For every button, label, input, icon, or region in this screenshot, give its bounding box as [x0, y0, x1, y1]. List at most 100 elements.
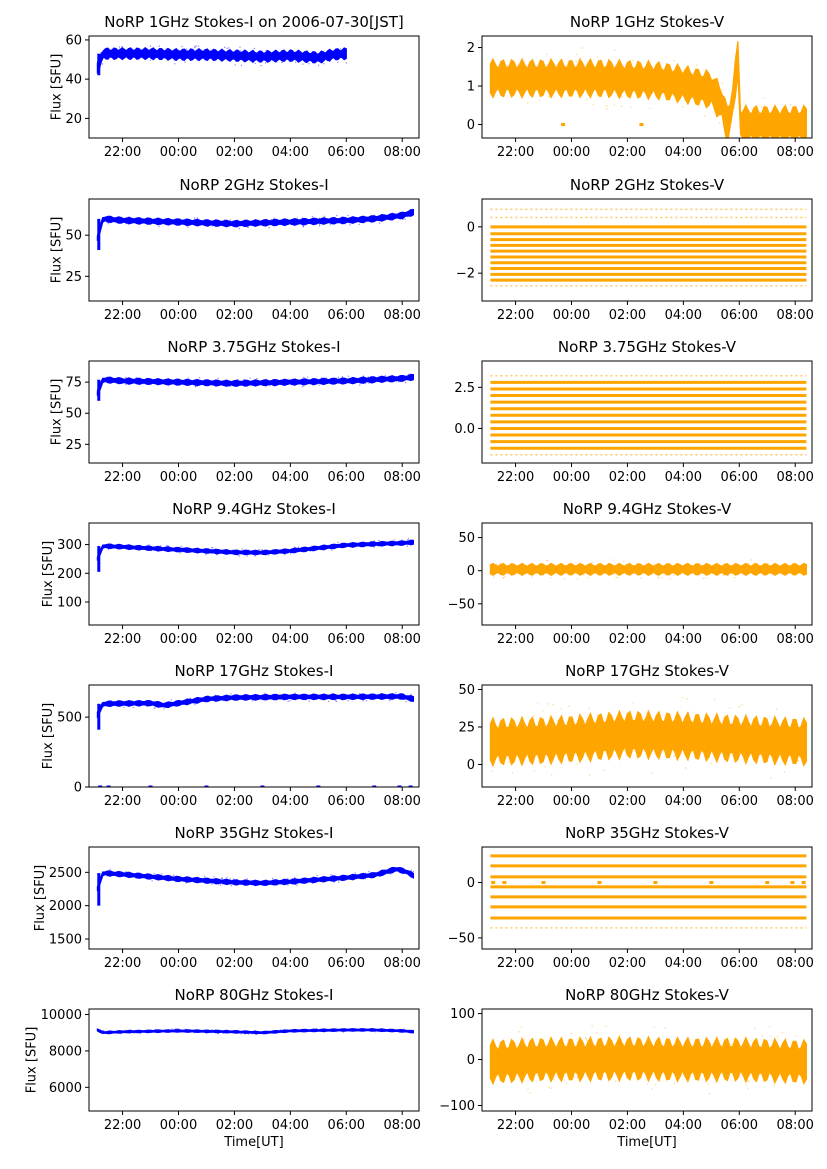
- data-point: [675, 719, 677, 721]
- data-point: [625, 82, 627, 85]
- data-point: [247, 226, 249, 228]
- x-tick-label: 02:00: [609, 308, 646, 323]
- data-point: [230, 693, 232, 695]
- data-point: [639, 74, 641, 77]
- data-point: [774, 563, 777, 565]
- data-point: [211, 1029, 214, 1032]
- data-point: [209, 552, 211, 554]
- axes-frame: [88, 360, 420, 464]
- data-point: [165, 381, 167, 383]
- data-point: [261, 549, 263, 551]
- data-point: [794, 1053, 796, 1056]
- data-point: [652, 563, 654, 565]
- data-point: [333, 881, 335, 883]
- data-point: [588, 707, 590, 710]
- data-point: [750, 559, 752, 561]
- data-point: [579, 66, 582, 68]
- plot-area: [96, 538, 414, 572]
- y-tick-label: 50: [65, 229, 82, 244]
- x-tick-label: 06:00: [328, 470, 365, 485]
- data-point: [606, 108, 608, 110]
- data-point: [792, 563, 794, 565]
- marker-point: [491, 880, 496, 884]
- data-point: [133, 548, 135, 550]
- data-point: [696, 572, 699, 574]
- data-point: [704, 74, 706, 76]
- data-point: [189, 56, 192, 59]
- data-point: [185, 882, 187, 884]
- x-tick-label: 00:00: [553, 632, 590, 647]
- data-point: [295, 1030, 298, 1032]
- marker-point: [709, 880, 714, 884]
- data-point: [158, 45, 160, 47]
- data-point: [398, 541, 400, 543]
- y-tick-label: −100: [439, 1099, 475, 1114]
- data-point: [294, 692, 296, 694]
- data-point: [135, 545, 138, 547]
- data-point: [328, 1030, 331, 1032]
- data-point: [256, 1031, 258, 1033]
- data-point: [267, 58, 269, 60]
- data-point: [511, 751, 514, 754]
- y-tick-label: 0: [467, 118, 475, 133]
- marker-point: [106, 785, 111, 787]
- data-point: [289, 380, 292, 382]
- data-point: [592, 104, 595, 106]
- data-point: [365, 872, 367, 874]
- data-point: [637, 89, 639, 91]
- x-tick-label: 00:00: [553, 470, 590, 485]
- data-point: [136, 872, 139, 874]
- data-point: [574, 76, 576, 78]
- data-point: [379, 222, 381, 224]
- data-point: [303, 385, 305, 387]
- data-point: [362, 376, 364, 378]
- data-point: [262, 1031, 264, 1033]
- data-point: [262, 52, 265, 55]
- data-point: [402, 218, 405, 220]
- data-point: [322, 547, 324, 549]
- data-point: [630, 1064, 633, 1066]
- data-point: [630, 106, 632, 109]
- data-point: [198, 377, 201, 379]
- data-point: [218, 881, 221, 884]
- data-point: [312, 693, 315, 695]
- data-point: [170, 547, 172, 550]
- data-point: [289, 379, 291, 381]
- data-point: [410, 693, 412, 695]
- x-tick-label: 06:00: [328, 632, 365, 647]
- data-point: [139, 1032, 142, 1035]
- data-point: [708, 1093, 711, 1095]
- data-point: [306, 376, 309, 378]
- data-point: [134, 548, 136, 550]
- data-point: [167, 877, 169, 879]
- chart-title: NoRP 80GHz Stokes-V: [565, 986, 730, 1004]
- data-point: [118, 46, 121, 48]
- y-tick-label: 2: [467, 41, 475, 56]
- data-point: [166, 706, 168, 708]
- x-tick-label: 06:00: [328, 1118, 365, 1133]
- data-point: [151, 880, 153, 882]
- data-point: [343, 1029, 345, 1032]
- data-point: [556, 569, 558, 571]
- data-point: [274, 218, 276, 221]
- data-point: [159, 545, 162, 547]
- data-point: [656, 722, 658, 724]
- data-point: [570, 730, 572, 732]
- data-point: [137, 379, 139, 381]
- data-point: [193, 1032, 196, 1034]
- data-point: [260, 696, 263, 698]
- data-point: [769, 726, 771, 728]
- data-point: [337, 61, 339, 63]
- data-point: [226, 698, 228, 700]
- chart-title: NoRP 80GHz Stokes-I: [175, 986, 334, 1004]
- data-point: [101, 219, 103, 222]
- data-point: [760, 106, 763, 108]
- data-point: [279, 698, 281, 700]
- data-point: [373, 540, 375, 542]
- data-point: [244, 880, 247, 882]
- data-point: [229, 385, 231, 388]
- data-point: [642, 1045, 645, 1048]
- data-point: [704, 728, 706, 731]
- data-point: [737, 1077, 739, 1079]
- data-point: [659, 729, 661, 731]
